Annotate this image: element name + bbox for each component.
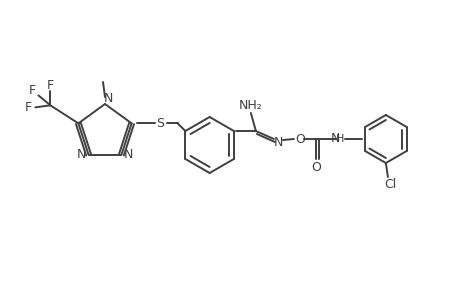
Text: Cl: Cl bbox=[383, 178, 395, 191]
Text: S: S bbox=[155, 117, 163, 130]
Text: H: H bbox=[335, 134, 343, 144]
Text: F: F bbox=[47, 79, 54, 92]
Text: N: N bbox=[103, 92, 112, 104]
Text: N: N bbox=[330, 131, 340, 145]
Text: F: F bbox=[29, 84, 36, 97]
Text: N: N bbox=[77, 148, 86, 161]
Text: F: F bbox=[25, 101, 32, 114]
Text: N: N bbox=[123, 148, 133, 161]
Text: O: O bbox=[294, 133, 304, 146]
Text: NH₂: NH₂ bbox=[239, 98, 262, 112]
Text: N: N bbox=[274, 136, 283, 148]
Text: O: O bbox=[310, 160, 320, 173]
